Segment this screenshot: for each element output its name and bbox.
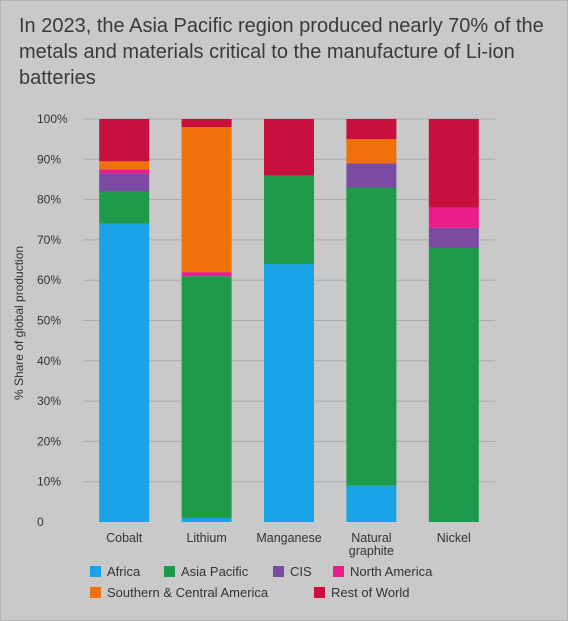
y-tick-label: 80%	[37, 193, 61, 207]
y-tick-label: 40%	[37, 354, 61, 368]
y-tick-label: 100%	[37, 112, 68, 126]
category-label: Natural	[351, 531, 391, 545]
legend-swatch	[90, 566, 101, 577]
bar-segment	[181, 517, 232, 522]
y-tick-label: 50%	[37, 314, 61, 328]
bar-segment	[346, 163, 397, 188]
legend-label: Rest of World	[331, 585, 410, 600]
y-tick-label: 90%	[37, 152, 61, 166]
bar-segment	[428, 227, 479, 248]
bar-segment	[99, 223, 150, 522]
category-label: Cobalt	[106, 531, 143, 545]
bar-segment	[99, 173, 150, 192]
y-tick-label: 10%	[37, 475, 61, 489]
legend-label: CIS	[290, 564, 312, 579]
bar-segment	[181, 119, 232, 128]
bar-segment	[346, 187, 397, 486]
legend-label: Africa	[107, 564, 141, 579]
y-tick-label: 0	[37, 515, 44, 529]
category-label: Nickel	[437, 531, 471, 545]
bar-segment	[264, 264, 314, 522]
legend-label: Asia Pacific	[181, 564, 249, 579]
bar-segment	[99, 161, 150, 170]
legend-swatch	[90, 587, 101, 598]
legend-label: Southern & Central America	[107, 585, 269, 600]
legend: Africa Asia Pacific CIS North America Southe…	[90, 564, 433, 600]
bar-segment	[428, 207, 479, 228]
bar-segment	[264, 175, 314, 265]
bar-segment	[181, 272, 232, 277]
y-tick-label: 60%	[37, 273, 61, 287]
bar-segment	[99, 169, 150, 174]
chart-title: In 2023, the Asia Pacific region produce…	[19, 15, 544, 89]
legend-swatch	[164, 566, 175, 577]
legend-swatch	[314, 587, 325, 598]
bar-segment	[181, 127, 232, 273]
bar-segment	[428, 247, 479, 522]
bar-segment	[346, 139, 397, 164]
bar-segment	[346, 485, 397, 522]
category-label: Manganese	[256, 531, 321, 545]
legend-swatch	[333, 566, 344, 577]
bar-segment	[346, 119, 397, 140]
bar-segment	[181, 276, 232, 518]
bars	[99, 119, 479, 522]
y-axis-label: % Share of global production	[12, 246, 26, 400]
bar-segment	[99, 119, 150, 162]
bar-segment	[99, 191, 150, 224]
y-tick-label: 30%	[37, 394, 61, 408]
legend-swatch	[273, 566, 284, 577]
bar-segment	[428, 119, 479, 208]
y-tick-label: 70%	[37, 233, 61, 247]
y-axis-ticks: 0 10% 20% 30% 40% 50% 60% 70% 80% 90% 100%	[37, 112, 68, 529]
bar-segment	[264, 119, 314, 176]
category-label: graphite	[349, 544, 394, 558]
y-tick-label: 20%	[37, 434, 61, 448]
legend-label: North America	[350, 564, 433, 579]
category-label: Lithium	[186, 531, 226, 545]
